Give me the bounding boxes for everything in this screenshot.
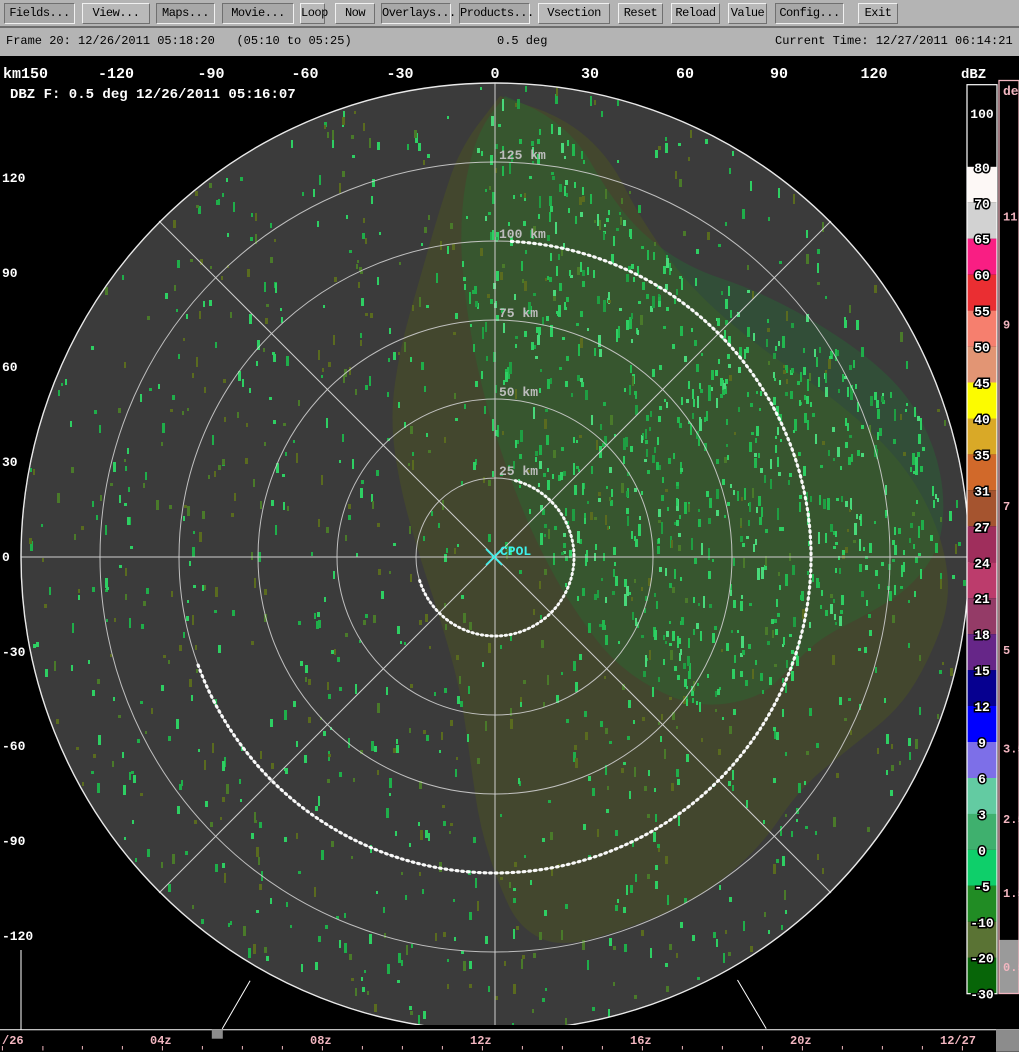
svg-text:70: 70 (974, 197, 990, 212)
svg-text:3.5: 3.5 (1003, 742, 1019, 756)
svg-text:80: 80 (974, 161, 990, 176)
svg-text:-90: -90 (2, 834, 26, 849)
svg-text:0: 0 (978, 844, 986, 859)
svg-text:/26: /26 (2, 1034, 24, 1048)
svg-text:08z: 08z (310, 1034, 332, 1048)
svg-text:7: 7 (1003, 500, 1010, 514)
svg-text:04z: 04z (150, 1034, 172, 1048)
svg-text:31: 31 (974, 484, 990, 499)
svg-text:-60: -60 (2, 739, 26, 754)
svg-text:0.5: 0.5 (1003, 961, 1019, 975)
svg-text:km150: km150 (3, 66, 48, 83)
svg-text:90: 90 (770, 66, 788, 83)
svg-text:60: 60 (676, 66, 694, 83)
svg-text:30: 30 (581, 66, 599, 83)
svg-text:75 km: 75 km (499, 306, 538, 321)
svg-text:50: 50 (974, 341, 990, 356)
svg-text:3: 3 (978, 808, 986, 823)
svg-text:-90: -90 (197, 66, 224, 83)
svg-text:-120: -120 (98, 66, 134, 83)
svg-text:9: 9 (978, 736, 986, 751)
svg-text:35: 35 (974, 448, 990, 463)
svg-text:18: 18 (974, 628, 990, 643)
svg-text:-120: -120 (2, 929, 33, 944)
svg-text:90: 90 (2, 266, 18, 281)
svg-text:dBZ: dBZ (961, 67, 986, 83)
svg-text:55: 55 (974, 305, 990, 320)
svg-text:DBZ F: 0.5 deg 12/26/2011 05:1: DBZ F: 0.5 deg 12/26/2011 05:16:07 (10, 87, 296, 103)
svg-text:0: 0 (490, 66, 499, 83)
svg-text:50 km: 50 km (499, 385, 538, 400)
svg-text:60: 60 (974, 269, 990, 284)
svg-text:125 km: 125 km (499, 148, 546, 163)
svg-text:16z: 16z (630, 1034, 652, 1048)
svg-text:-60: -60 (291, 66, 318, 83)
svg-text:100: 100 (970, 107, 994, 122)
svg-text:100 km: 100 km (499, 227, 546, 242)
svg-text:-5: -5 (974, 880, 990, 895)
svg-text:12z: 12z (470, 1034, 492, 1048)
svg-text:30: 30 (2, 455, 18, 470)
svg-text:-30: -30 (386, 66, 413, 83)
svg-text:9: 9 (1003, 319, 1010, 333)
svg-text:-30: -30 (2, 645, 26, 660)
svg-text:-30: -30 (970, 988, 994, 1003)
svg-text:-10: -10 (970, 916, 994, 931)
svg-text:1.5: 1.5 (1003, 887, 1019, 901)
svg-text:deg: deg (1003, 84, 1019, 99)
svg-text:21: 21 (974, 592, 990, 607)
svg-text:12: 12 (974, 700, 990, 715)
svg-text:20z: 20z (790, 1034, 812, 1048)
svg-text:5: 5 (1003, 644, 1010, 658)
svg-text:11: 11 (1003, 210, 1017, 224)
svg-text:0: 0 (2, 550, 10, 565)
svg-text:12/27: 12/27 (940, 1034, 976, 1048)
svg-text:65: 65 (974, 233, 990, 248)
svg-text:24: 24 (974, 556, 990, 571)
svg-text:25 km: 25 km (499, 464, 538, 479)
svg-text:6: 6 (978, 772, 986, 787)
svg-text:2.5: 2.5 (1003, 813, 1019, 827)
svg-text:27: 27 (974, 520, 990, 535)
svg-text:15: 15 (974, 664, 990, 679)
svg-text:120: 120 (860, 66, 887, 83)
svg-text:40: 40 (974, 413, 990, 428)
svg-text:60: 60 (2, 360, 18, 375)
svg-text:45: 45 (974, 377, 990, 392)
svg-text:CPOL: CPOL (500, 544, 531, 559)
svg-text:-20: -20 (970, 952, 994, 967)
svg-text:120: 120 (2, 171, 26, 186)
